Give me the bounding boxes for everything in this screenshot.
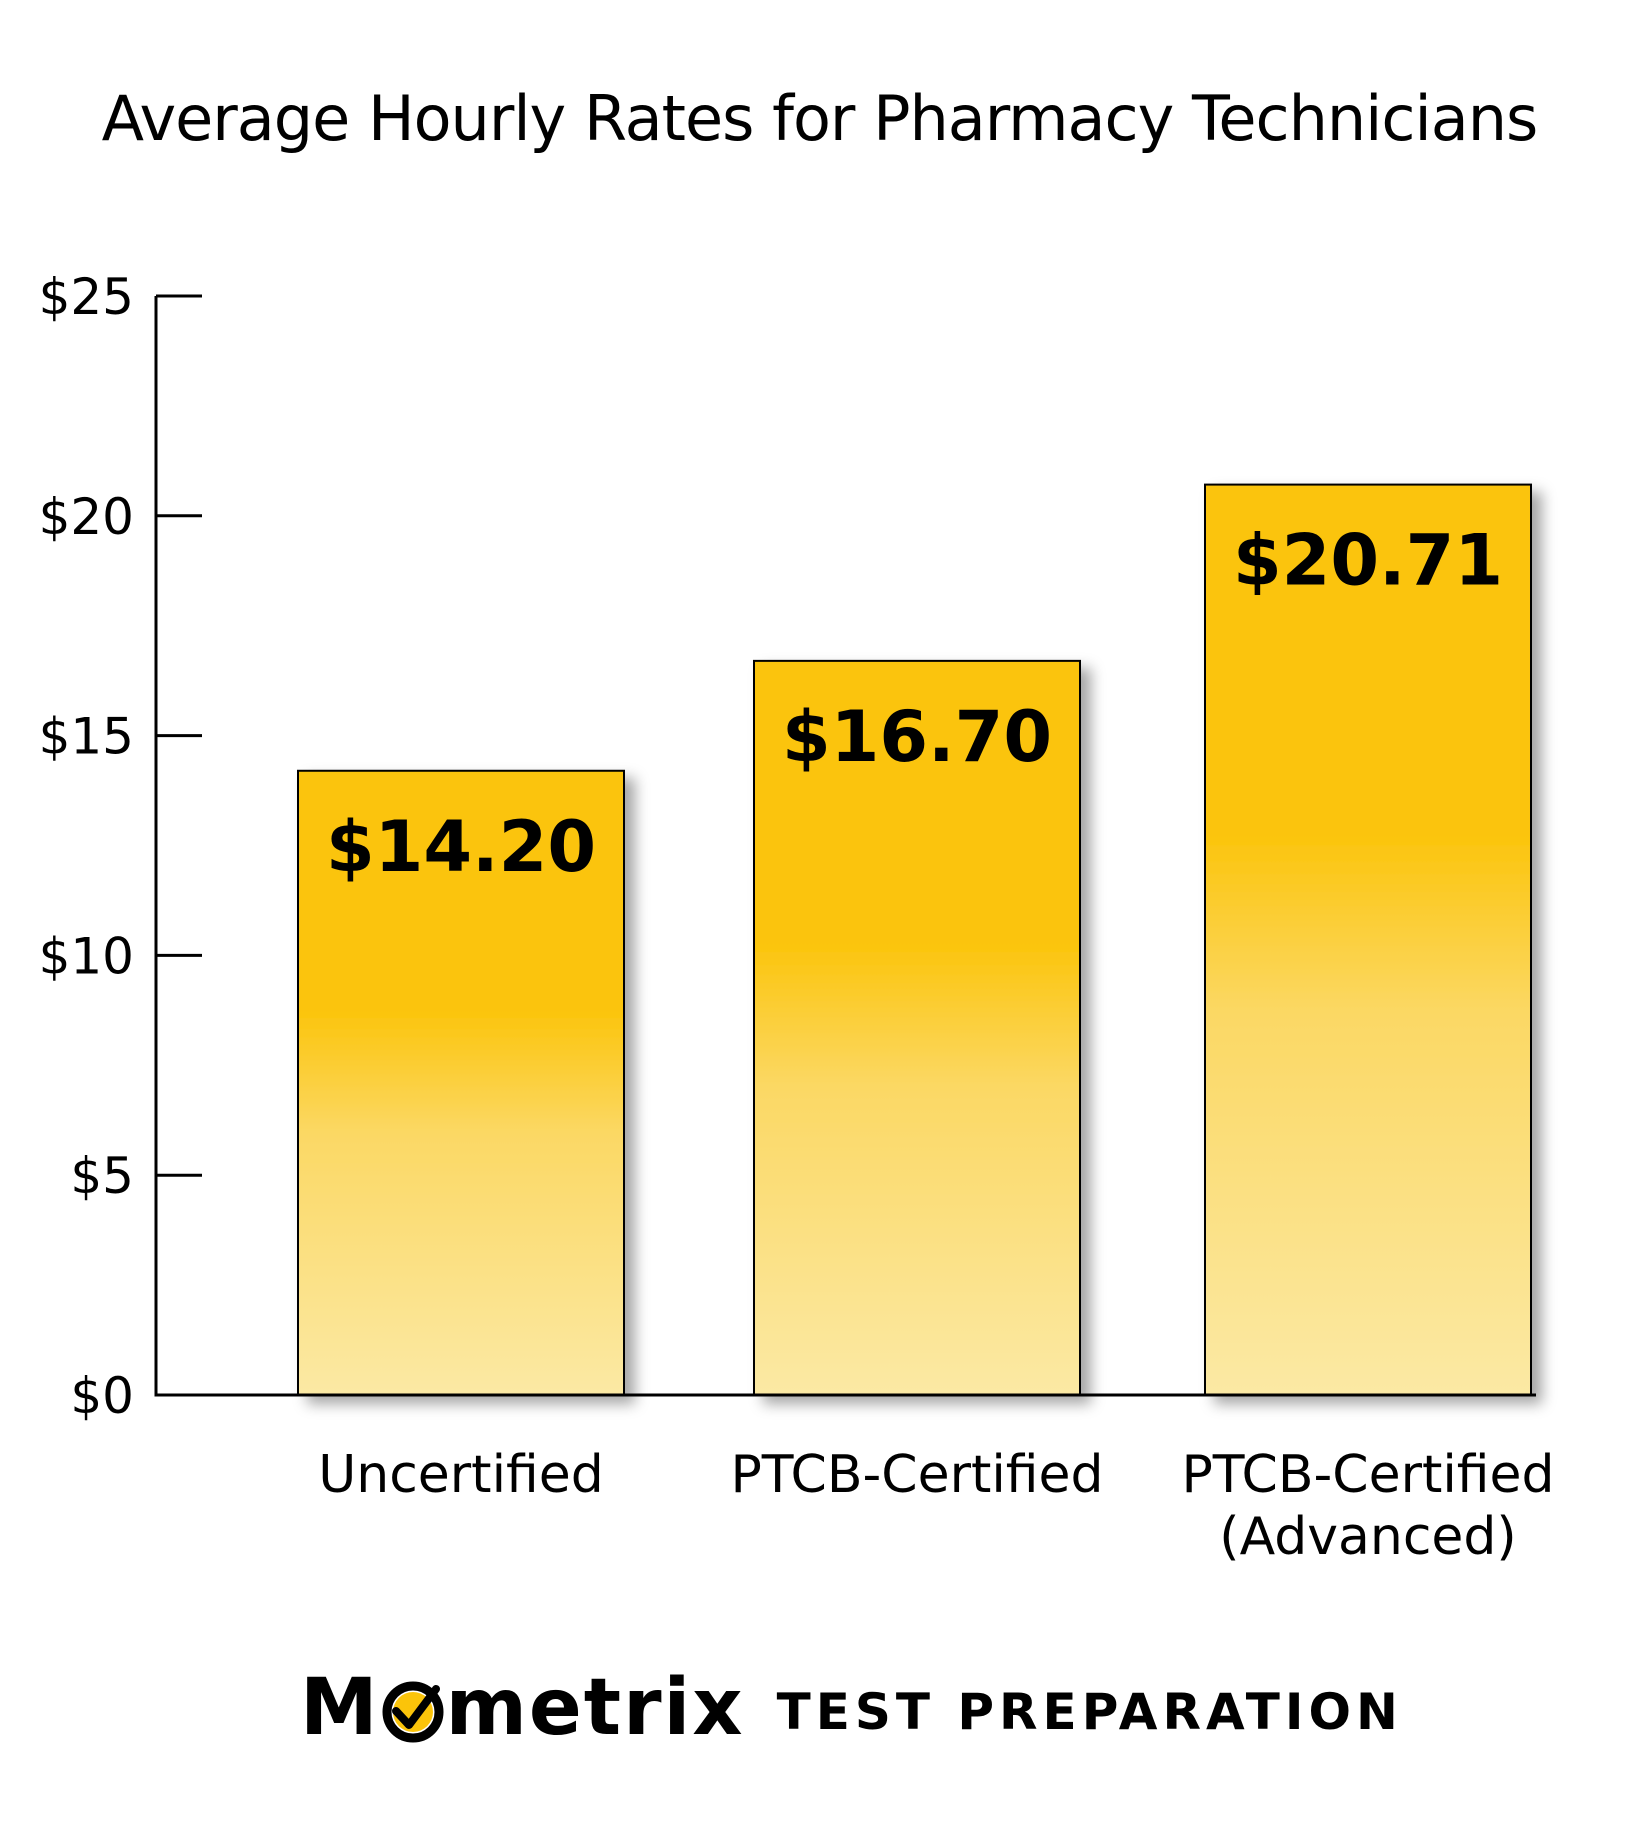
bar-chart: $14.20 $16.70 $20.71 $0 $5 $10 $15 $20 $25 Uncert… [39,268,1555,1567]
bar-value-label-1: $16.70 [782,696,1052,778]
bar-1 [753,659,1081,1396]
y-tick-label-2: $10 [39,927,134,985]
logo-letter-m: M [300,1663,380,1753]
y-tick-label-1: $5 [70,1147,134,1205]
checkmark-o-icon [382,1681,444,1743]
mometrix-logo: M metrix TEST PREPARATION [300,1663,1403,1753]
x-category-label-1: PTCB-Certified [730,1445,1103,1505]
logo-wordmark: M metrix [300,1663,745,1753]
y-tick-label-0: $0 [70,1367,134,1425]
chart-title: Average Hourly Rates for Pharmacy Techni… [101,82,1539,155]
x-category-label-2: PTCB-Certified (Advanced) [1181,1445,1554,1567]
x-category-label-0: Uncertified [318,1445,604,1505]
bar-2 [1204,483,1532,1397]
y-tick-label-4: $20 [39,488,134,546]
bar-value-label-0: $14.20 [326,806,596,888]
bar-value-label-2: $20.71 [1233,520,1503,602]
logo-tagline: TEST PREPARATION [776,1683,1403,1741]
y-tick-label-5: $25 [39,268,134,326]
y-tick-label-3: $15 [39,708,134,766]
logo-word-rest: metrix [445,1663,745,1753]
bar-0 [297,769,625,1396]
